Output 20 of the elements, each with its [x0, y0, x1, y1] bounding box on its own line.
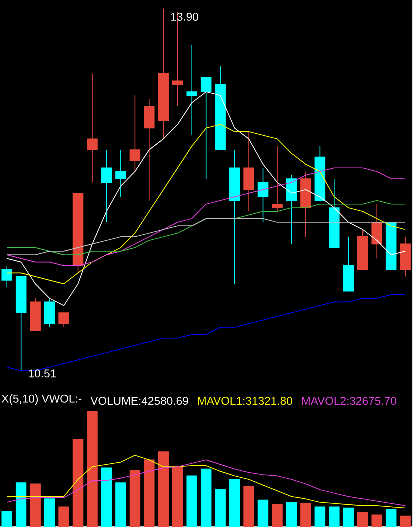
candlestick	[102, 150, 112, 223]
candlestick	[201, 77, 212, 180]
candlestick	[44, 298, 56, 328]
candlestick	[87, 74, 98, 184]
text: MAVOL2:32675.70	[302, 397, 397, 406]
candlestick	[258, 168, 269, 223]
candlestick	[2, 266, 13, 288]
text: VOLUME:42580.69	[90, 397, 188, 406]
candlestick	[130, 95, 141, 172]
candlestick	[244, 131, 255, 212]
text: X(5,10) VWOL:-	[2, 394, 82, 406]
candlestick	[144, 98, 155, 202]
text: MAVOL1:31321.80	[198, 397, 293, 406]
candlestick	[186, 44, 198, 136]
candlestick	[272, 146, 284, 212]
candlestick	[286, 174, 298, 245]
candlestick	[116, 150, 126, 198]
candlestick	[58, 312, 70, 328]
candlestick	[372, 204, 383, 260]
annotation: 10.51	[29, 370, 56, 378]
